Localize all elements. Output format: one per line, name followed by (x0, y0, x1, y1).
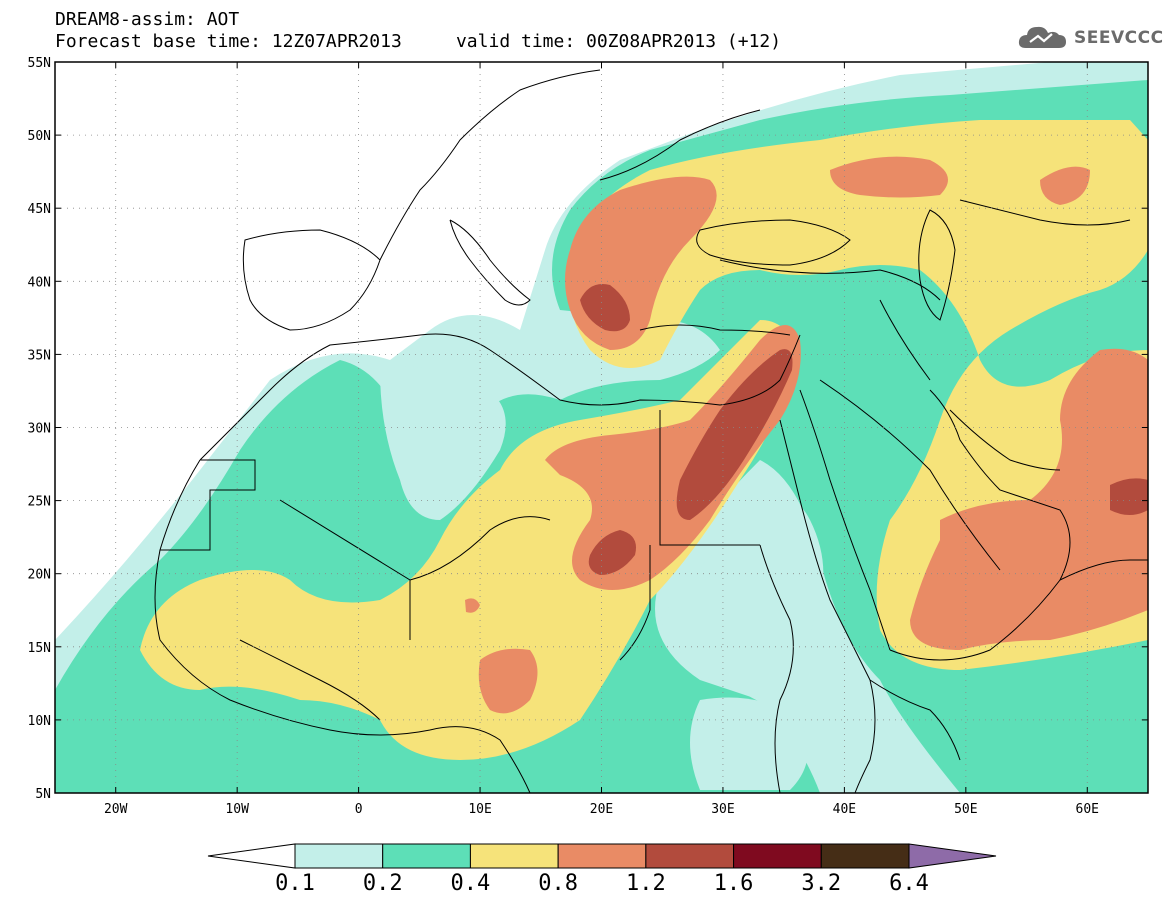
border-iran-iraq (879, 299, 931, 381)
lon-tick-label: 20E (590, 802, 613, 817)
lat-tick-label: 55N (28, 56, 51, 71)
border-east-africa (759, 544, 794, 793)
lat-tick-label: 30N (28, 422, 51, 437)
coastline-europe (379, 69, 601, 261)
coastline-arabia (889, 389, 1071, 661)
colorbar-swatch (645, 843, 735, 869)
lat-tick-label: 10N (28, 714, 51, 729)
colorbar-label: 1.2 (626, 871, 666, 896)
border-mauritania (160, 459, 256, 551)
border-niger-chad (409, 516, 551, 581)
axis-ticks: 55N 50N 45N 40N 35N 30N 25N 20N 15N 10N 5N 20W 10W 0 1… (28, 56, 1148, 817)
lon-tick-label: 10E (468, 802, 491, 817)
lon-tick-label: 0 (355, 802, 363, 817)
colorbar-swatch (820, 843, 910, 869)
coastline-east-africa (854, 679, 876, 793)
brand-logo: SEEVCCC (1018, 24, 1164, 52)
colorbar-label: 0.1 (275, 871, 315, 896)
forecast-time-subtitle: Forecast base time: 12Z07APR2013 valid t… (55, 31, 782, 52)
lon-tick-label: 50E (954, 802, 977, 817)
aot-pocket-red-sea (660, 500, 824, 708)
coastline-persian-gulf (949, 409, 1061, 471)
lat-tick-label: 50N (28, 129, 51, 144)
coastline-eastern-med (639, 324, 791, 336)
coastline-arabian-sea (1059, 559, 1148, 581)
lon-tick-label: 60E (1076, 802, 1099, 817)
aot-band-0.8-1.2-spot (465, 598, 480, 613)
lon-tick-label: 30E (711, 802, 734, 817)
lat-tick-label: 25N (28, 495, 51, 510)
lon-tick-label: 20W (104, 802, 128, 817)
aot-band-1.2-1.6-chad (588, 530, 636, 575)
lat-tick-label: 15N (28, 641, 51, 656)
aot-band-0.8-1.2-arabia (910, 348, 1148, 650)
aot-band-1.2-1.6-gulf (1110, 478, 1148, 515)
colorbar-high-arrow (908, 843, 997, 869)
colorbar-low-arrow (207, 843, 296, 869)
coastline-iberia (242, 229, 381, 331)
gridlines (55, 62, 1148, 793)
aot-band-0.8-1.2-caspian (830, 156, 948, 198)
lat-tick-label: 35N (28, 348, 51, 363)
colorbar: 0.1 0.2 0.4 0.8 1.2 1.6 3.2 6.4 (207, 843, 997, 896)
border-sahel-west (239, 639, 381, 721)
colorbar-label: 6.4 (889, 871, 929, 896)
colorbar-label: 3.2 (801, 871, 841, 896)
border-saudi (819, 379, 1001, 571)
colorbar-swatch (469, 843, 559, 869)
coastline-west-africa (154, 459, 431, 736)
coastline-italy (449, 219, 531, 306)
aot-band-1.2-1.6-greece (580, 284, 630, 332)
brand-name: SEEVCCC (1074, 28, 1164, 48)
border-eastern-europe (599, 109, 761, 181)
lat-tick-label: 5N (35, 787, 51, 802)
colorbar-swatch (294, 843, 384, 869)
aot-pocket-horn (690, 697, 808, 790)
lon-tick-label: 40E (833, 802, 856, 817)
colorbar-swatch (382, 843, 471, 869)
colorbar-label: 0.8 (538, 871, 578, 896)
aot-band-0.4-0.8 (140, 320, 800, 760)
coastline-caspian (918, 209, 956, 321)
colorbar-label: 1.6 (714, 871, 754, 896)
colorbar-label: 0.2 (363, 871, 403, 896)
border-turkey (719, 259, 941, 301)
lat-tick-label: 40N (28, 275, 51, 290)
colorbar-label: 0.4 (451, 871, 491, 896)
coastline-red-sea-west (779, 419, 871, 681)
lat-tick-label: 20N (28, 568, 51, 583)
aot-pocket-west-africa (380, 366, 506, 520)
border-sudan-chad (619, 545, 651, 661)
border-libya-egypt (659, 410, 760, 546)
aot-band-0.8-1.2-kazakhstan (1040, 166, 1090, 205)
border-kazakhstan (959, 199, 1131, 226)
colorbar-swatch (557, 843, 647, 869)
coastline-black-sea (696, 219, 851, 266)
lon-tick-label: 10W (225, 802, 249, 817)
aot-band-0.8-1.2-nigeria (478, 648, 538, 714)
coastline-horn (869, 679, 961, 761)
map-title: DREAM8-assim: AOT (55, 9, 240, 30)
coastline-north-africa (199, 333, 801, 461)
coastline-red-sea-east (799, 389, 891, 651)
coastline-gulf-of-guinea (429, 726, 531, 793)
coastlines-and-borders (154, 69, 1148, 793)
colorbar-swatch (733, 843, 822, 869)
cloud-logo-icon (1018, 26, 1066, 48)
lat-tick-label: 45N (28, 202, 51, 217)
